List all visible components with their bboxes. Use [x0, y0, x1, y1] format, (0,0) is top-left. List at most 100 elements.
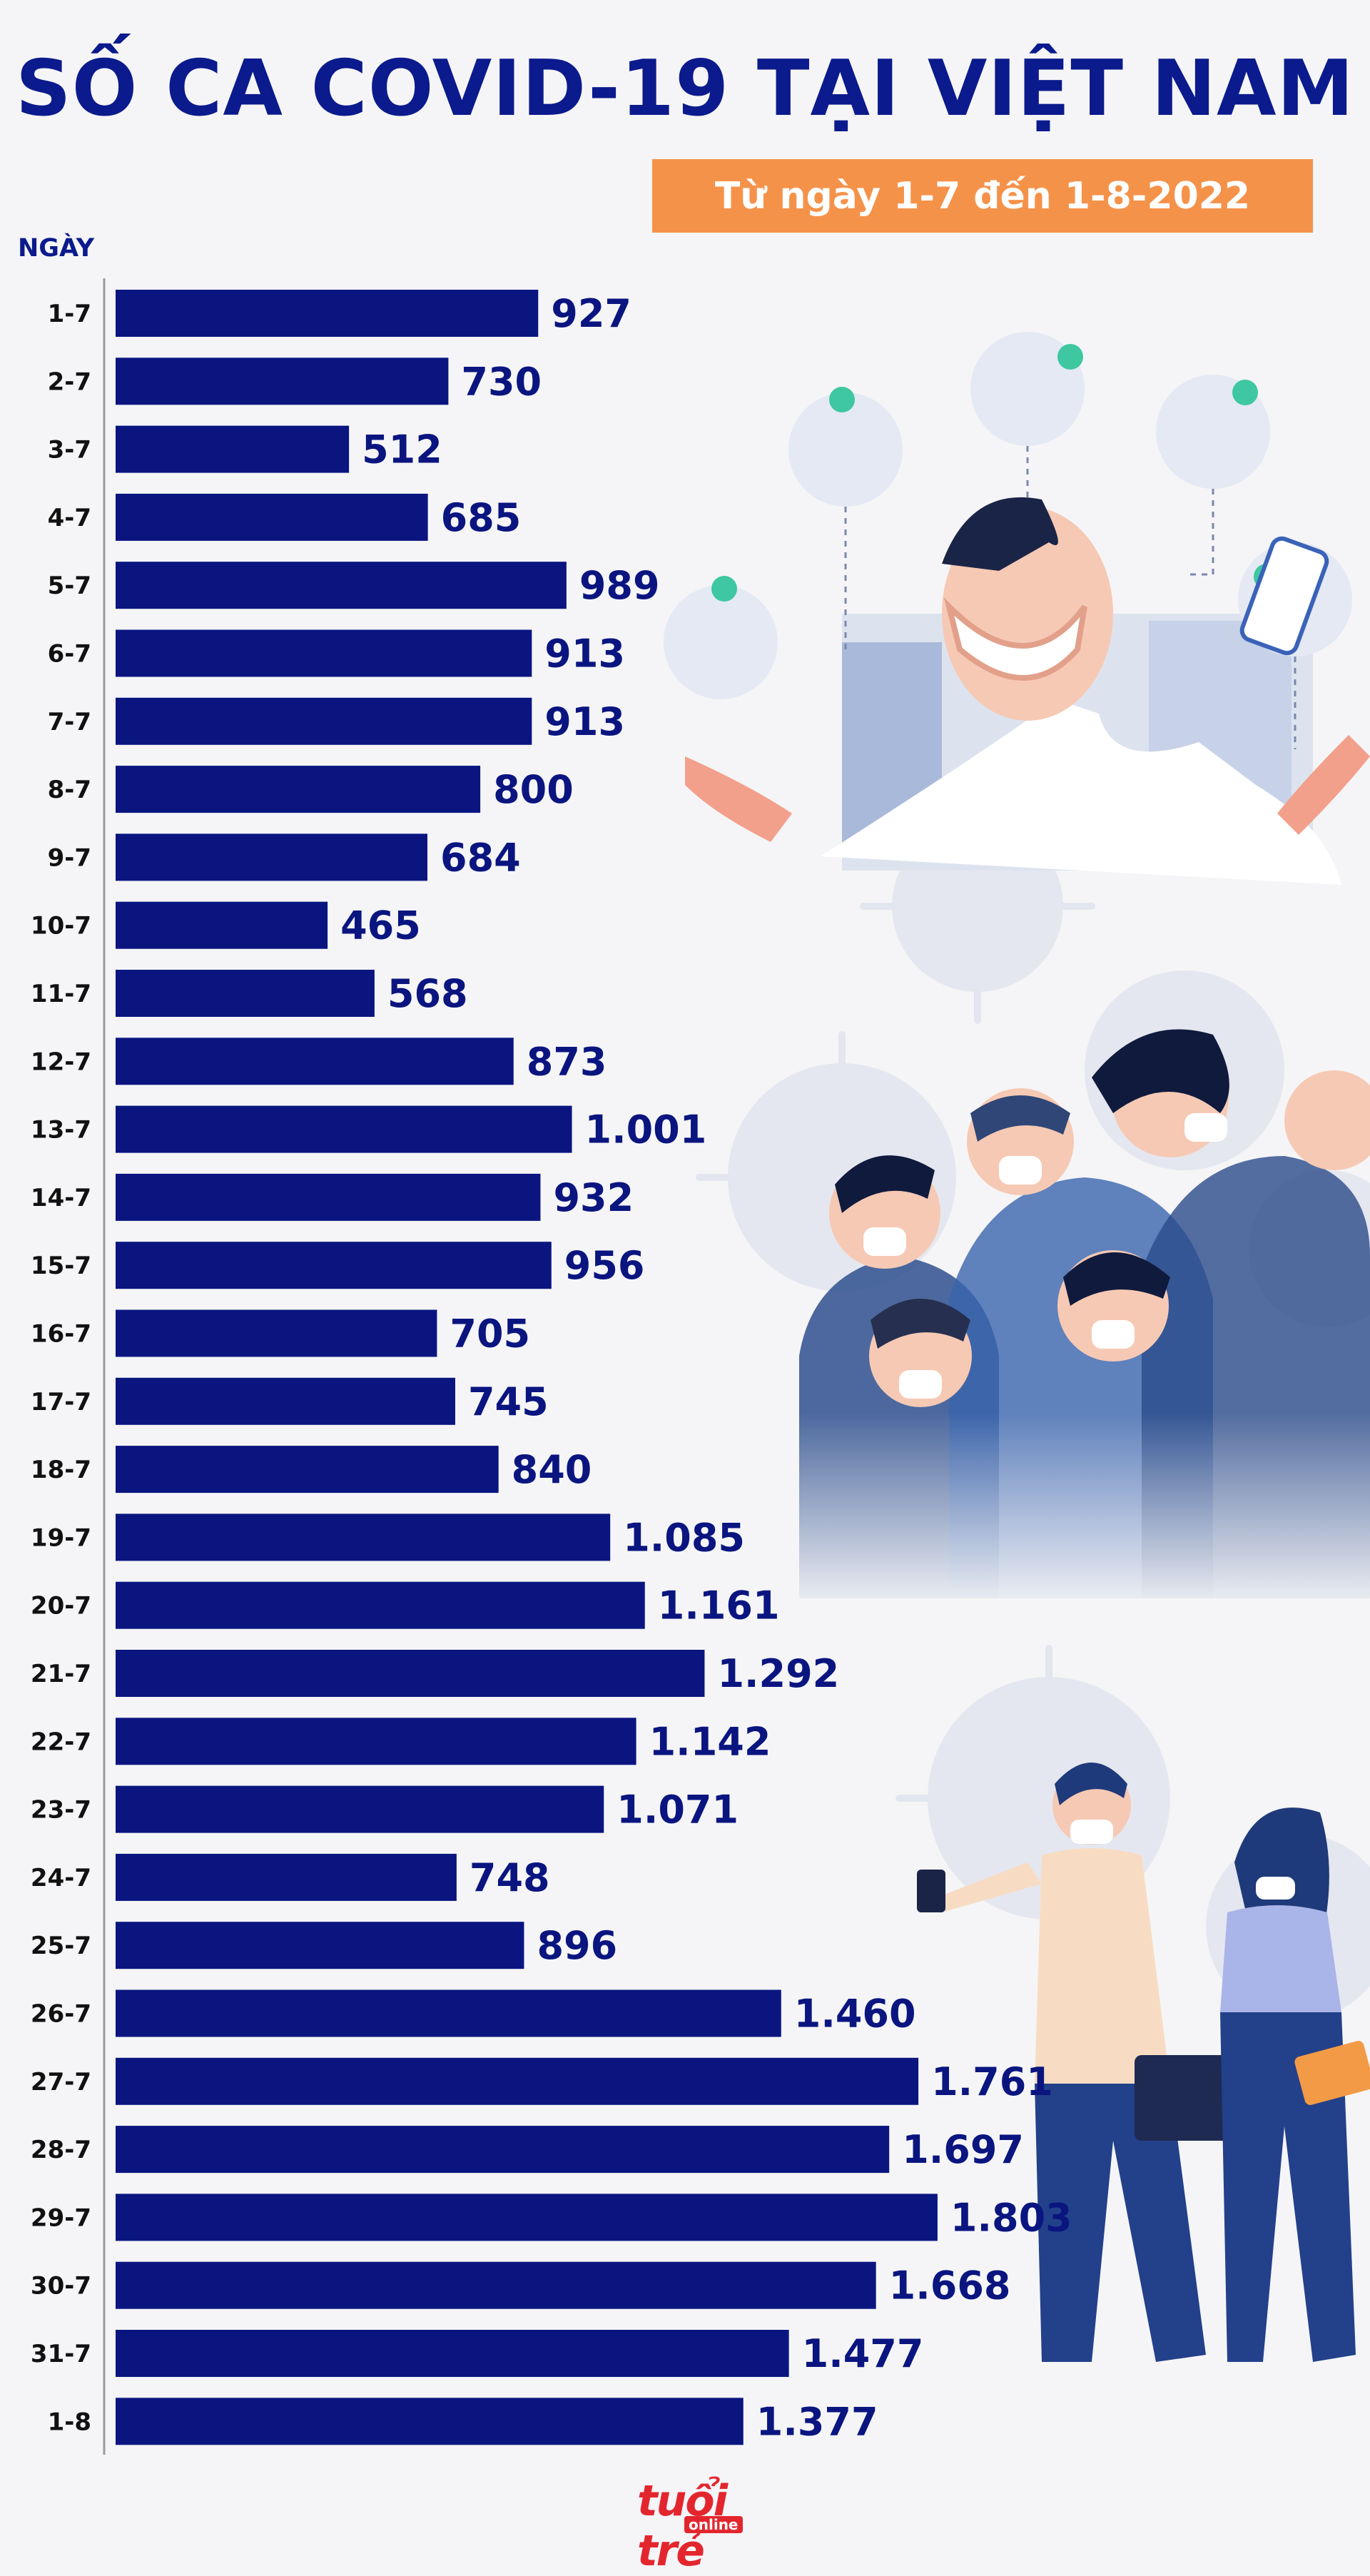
value-label: 913: [544, 699, 625, 744]
bar: [116, 1785, 604, 1833]
bar: [116, 2261, 876, 2309]
bar: [116, 1242, 552, 1289]
value-label: 840: [512, 1447, 592, 1492]
bar: [116, 2330, 789, 2377]
doctor-illustration: [685, 497, 1370, 885]
bar: [116, 2398, 744, 2445]
health-icons: [664, 332, 1352, 699]
bar: [116, 1377, 455, 1425]
value-label: 685: [441, 495, 522, 540]
category-label: 6-7: [48, 640, 91, 669]
value-label: 1.803: [950, 2195, 1072, 2240]
bar: [116, 1718, 636, 1765]
bar: [116, 2126, 890, 2174]
category-label: 24-7: [31, 1864, 91, 1892]
category-label: 21-7: [31, 1660, 91, 1688]
category-label: 26-7: [31, 2000, 91, 2029]
category-label: 4-7: [48, 504, 91, 532]
value-label: 512: [362, 427, 442, 472]
bar: [116, 358, 449, 405]
value-label: 705: [450, 1312, 530, 1357]
category-label: 27-7: [31, 2068, 91, 2096]
value-label: 1.292: [717, 1651, 839, 1696]
category-label: 11-7: [31, 980, 91, 1008]
bar: [116, 493, 428, 541]
chart-subtitle: Từ ngày 1-7 đến 1-8-2022: [714, 174, 1251, 218]
y-axis-label: NGÀY: [18, 234, 95, 263]
bar: [116, 2194, 938, 2241]
category-label: 31-7: [31, 2340, 91, 2368]
bar: [116, 970, 375, 1017]
chart-title: SỐ CA COVID-19 TẠI VIỆT NAM: [15, 44, 1355, 133]
bar: [116, 1922, 524, 1969]
value-label: 465: [340, 903, 421, 948]
bar: [116, 629, 532, 677]
dashed-connector-lines: [844, 446, 1297, 749]
value-label: 956: [564, 1243, 645, 1288]
value-label: 1.668: [889, 2263, 1011, 2308]
value-label: 1.761: [931, 2059, 1053, 2104]
value-label: 1.460: [794, 1992, 916, 2037]
category-label: 14-7: [31, 1184, 91, 1212]
category-label: 30-7: [31, 2272, 91, 2301]
value-label: 1.071: [616, 1788, 739, 1832]
value-label: 989: [579, 563, 660, 608]
bar: [116, 1038, 514, 1085]
bar: [116, 1581, 645, 1629]
value-label: 913: [544, 632, 625, 676]
category-label: 8-7: [48, 776, 91, 804]
category-label: 20-7: [31, 1592, 91, 1621]
category-label: 1-8: [48, 2408, 91, 2436]
value-label: 568: [387, 971, 468, 1016]
value-label: 873: [527, 1039, 607, 1084]
walking-couple-illustration: [917, 1763, 1370, 2362]
bar: [116, 766, 481, 813]
category-label: 19-7: [31, 1523, 91, 1552]
logo-text: tuổi trẻ: [637, 2476, 728, 2576]
value-label: 932: [553, 1175, 634, 1220]
category-label: 25-7: [31, 1932, 91, 1960]
value-label: 1.001: [585, 1107, 707, 1152]
value-label: 684: [440, 835, 521, 880]
category-label: 13-7: [31, 1116, 91, 1145]
category-label: 16-7: [31, 1320, 91, 1349]
category-label: 22-7: [31, 1728, 91, 1756]
logo: tuổi trẻ online: [637, 2476, 780, 2576]
category-label: 2-7: [48, 367, 91, 396]
bar: [116, 1513, 611, 1561]
category-label: 12-7: [31, 1048, 91, 1076]
value-label: 1.161: [658, 1583, 780, 1628]
category-label: 7-7: [48, 708, 91, 736]
logo-subtext: online: [684, 2516, 743, 2533]
value-label: 1.142: [649, 1719, 771, 1764]
bar: [116, 901, 328, 949]
bar: [116, 2057, 919, 2105]
bar: [116, 1105, 572, 1153]
value-label: 745: [468, 1379, 549, 1424]
bar: [116, 1853, 457, 1901]
bar: [116, 697, 532, 745]
category-label: 17-7: [31, 1388, 91, 1416]
bar: [116, 290, 539, 337]
value-label: 927: [551, 291, 631, 336]
subtitle-banner: Từ ngày 1-7 đến 1-8-2022: [652, 159, 1313, 233]
bar: [116, 1989, 781, 2037]
category-label: 18-7: [31, 1456, 91, 1484]
value-label: 1.477: [802, 2331, 924, 2376]
bar: [116, 1173, 541, 1221]
bar: [116, 1650, 705, 1697]
bar: [116, 1446, 499, 1494]
category-label: 23-7: [31, 1796, 91, 1825]
category-label: 5-7: [48, 572, 91, 600]
value-label: 1.697: [902, 2127, 1024, 2172]
value-label: 1.377: [756, 2399, 878, 2444]
value-label: 1.085: [623, 1515, 745, 1560]
bar: [116, 833, 427, 881]
category-label: 3-7: [48, 436, 91, 465]
value-label: 748: [470, 1855, 550, 1900]
category-label: 29-7: [31, 2204, 91, 2232]
value-label: 730: [461, 359, 542, 404]
value-label: 800: [493, 767, 574, 812]
category-label: 15-7: [31, 1252, 91, 1280]
